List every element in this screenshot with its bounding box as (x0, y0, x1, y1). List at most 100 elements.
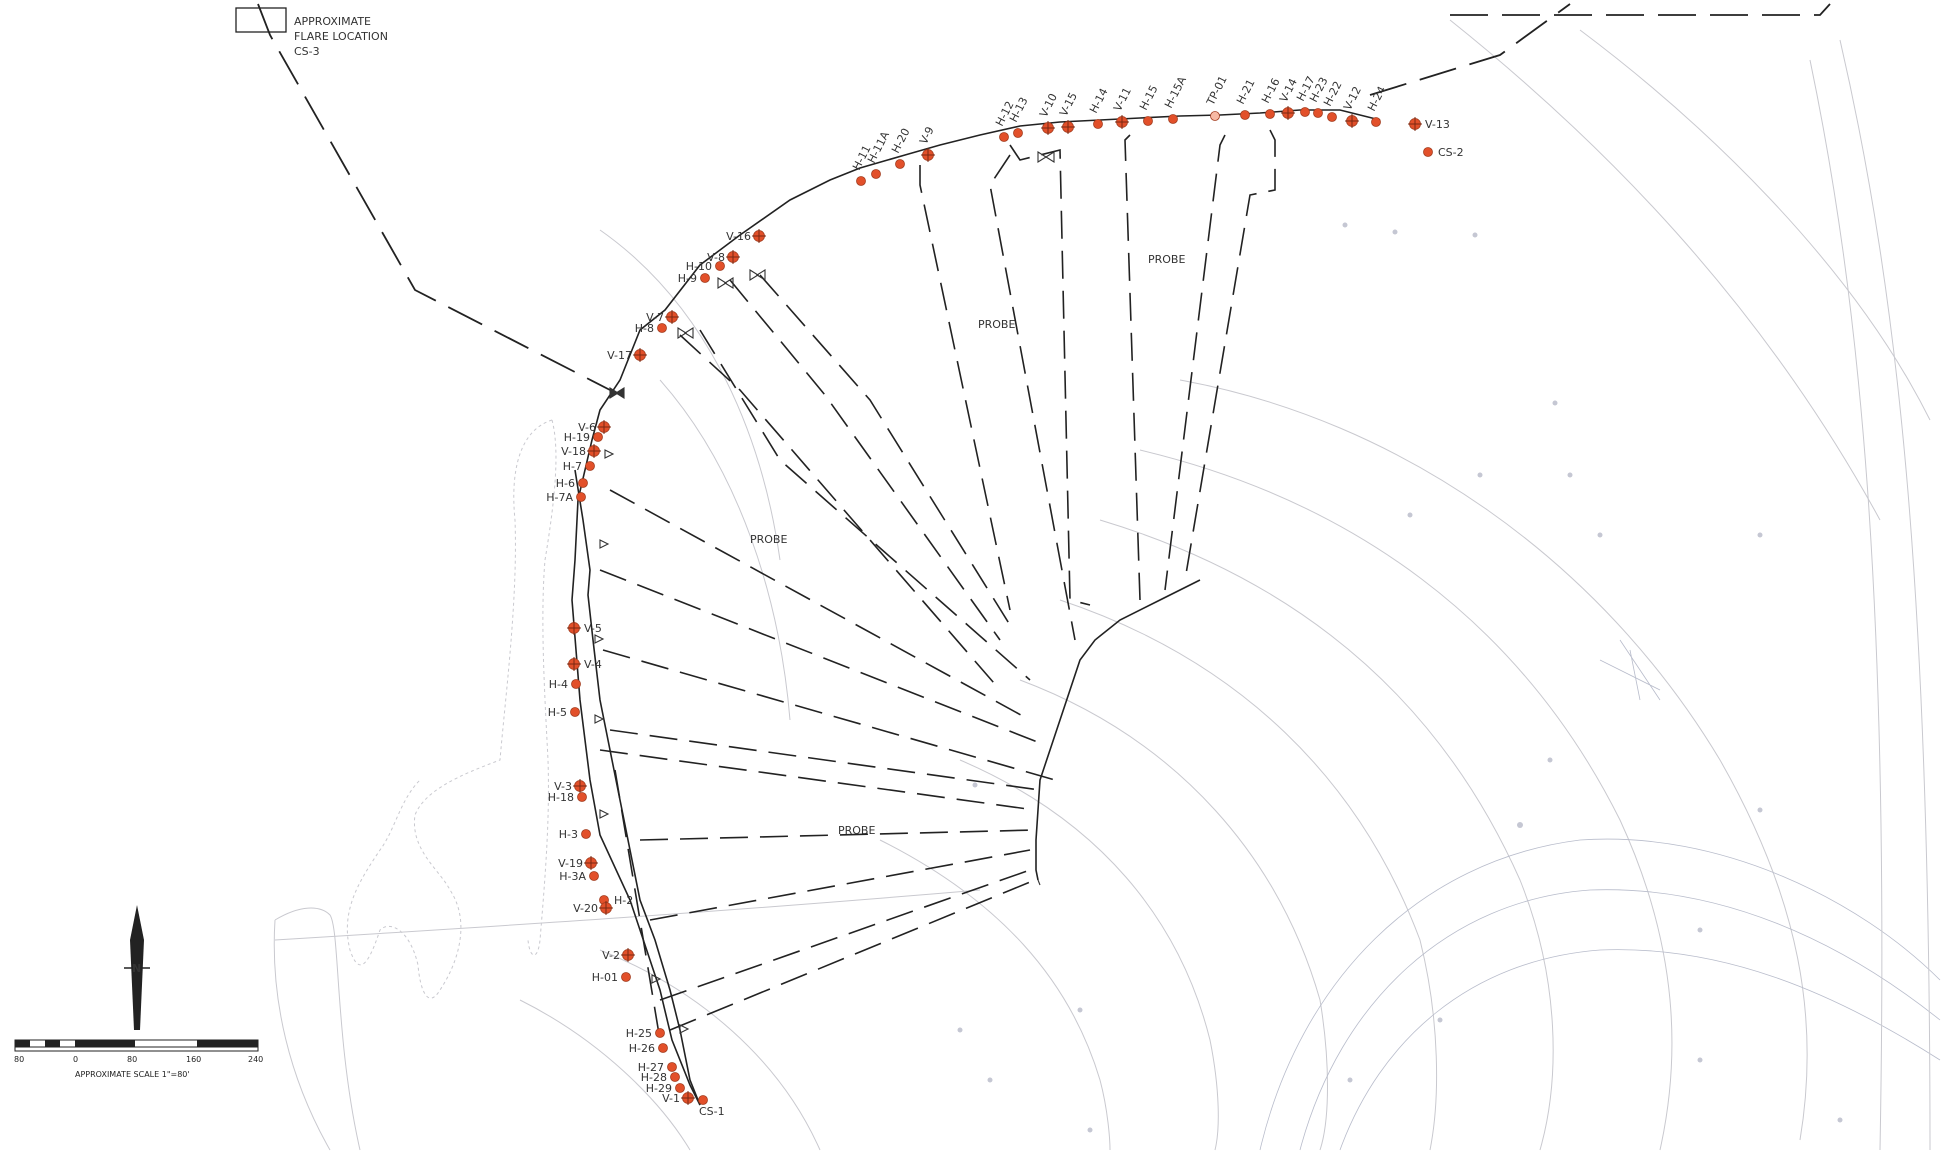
well-marker-icon (1013, 128, 1023, 138)
flare-label-2: FLARE LOCATION (294, 30, 388, 43)
north-arrow: N (124, 905, 150, 1030)
point-label: H-13 (1007, 95, 1031, 124)
probe-label-4: PROBE (838, 824, 875, 837)
point-label: V-13 (1425, 118, 1450, 131)
well-marker-icon (585, 461, 595, 471)
point-label: CS-2 (1438, 146, 1464, 159)
point-label: V-19 (558, 857, 583, 870)
point-h-19: H-19 (564, 431, 603, 444)
point-label: V-6 (578, 421, 596, 434)
probe-cross-icon (681, 1091, 695, 1105)
point-h-9: H-9 (678, 272, 710, 285)
point-h-3: H-3 (559, 828, 591, 841)
well-marker-icon (589, 871, 599, 881)
probe-cross-icon (567, 621, 581, 635)
flare-box (235, 7, 287, 33)
point-v-2: V-2 (602, 948, 635, 962)
well-marker-icon (657, 323, 667, 333)
probe-cross-icon (1115, 115, 1129, 129)
point-label: V-3 (554, 780, 572, 793)
probe-cross-icon (1061, 120, 1075, 134)
point-h-20: H-20 (889, 126, 913, 169)
point-cs-2: CS-2 (1423, 146, 1464, 159)
point-h-28: H-28 (641, 1071, 680, 1084)
point-label: H-14 (1087, 86, 1111, 115)
well-marker-icon (698, 1095, 708, 1105)
probe-cross-icon (1345, 114, 1359, 128)
point-v-20: V-20 (573, 901, 613, 915)
point-label: H-18 (548, 791, 574, 804)
lateral-lines (599, 129, 1276, 1041)
point-label: H-16 (1259, 76, 1283, 105)
well-marker-icon (655, 1028, 665, 1038)
point-label: H-28 (641, 1071, 667, 1084)
well-marker-icon (621, 972, 631, 982)
point-v-9: V-9 (917, 125, 937, 162)
point-label: V-9 (917, 125, 937, 147)
point-label: H-01 (592, 971, 618, 984)
point-label: H-7A (546, 491, 573, 504)
probe-label-3: PROBE (750, 533, 787, 546)
point-v-4: V-4 (567, 657, 602, 671)
point-h-10: H-10 (686, 260, 725, 273)
point-h-8: H-8 (635, 322, 667, 335)
point-v-11: V-11 (1111, 85, 1134, 129)
probe-cross-icon (665, 310, 679, 324)
point-label: H-9 (678, 272, 697, 285)
flare-label-3: CS-3 (294, 45, 320, 58)
well-marker-icon (675, 1083, 685, 1093)
well-marker-icon (581, 829, 591, 839)
point-label: H-29 (646, 1082, 672, 1095)
point-label: V-12 (1341, 84, 1364, 112)
probe-cross-icon (1281, 106, 1295, 120)
point-h-26: H-26 (629, 1042, 668, 1055)
well-marker-icon (1168, 114, 1178, 124)
well-marker-icon (1240, 110, 1250, 120)
well-marker-icon (571, 679, 581, 689)
probe-cross-icon (597, 420, 611, 434)
probe-cross-icon (567, 657, 581, 671)
well-marker-icon (1313, 108, 1323, 118)
point-label: H-21 (1234, 77, 1258, 106)
well-marker-icon (1265, 109, 1275, 119)
point-v-5: V-5 (567, 621, 602, 635)
point-label: H-20 (889, 126, 913, 155)
point-label: H-5 (548, 706, 567, 719)
probe-cross-icon (621, 948, 635, 962)
point-v-7: V-7 (646, 310, 679, 324)
point-label: H-4 (549, 678, 568, 691)
point-label: H-6 (556, 477, 575, 490)
probe-label-1: PROBE (978, 318, 1015, 331)
point-label: H-15 (1137, 83, 1161, 112)
point-h-14: H-14 (1087, 86, 1111, 129)
point-label: V-16 (726, 230, 751, 243)
point-label: H-3 (559, 828, 578, 841)
scale-bar: 80 0 80 160 240 APPROXIMATE SCALE 1"=80' (14, 1039, 263, 1079)
well-marker-icon (700, 273, 710, 283)
point-tp-01: TP-01 (1204, 74, 1230, 121)
point-label: H-7 (563, 460, 582, 473)
well-marker-icon (1143, 116, 1153, 126)
well-marker-icon (578, 478, 588, 488)
scale-caption: APPROXIMATE SCALE 1"=80' (75, 1070, 190, 1079)
well-marker-icon (1327, 112, 1337, 122)
point-v-18: V-18 (561, 444, 601, 458)
point-label: V-15 (1057, 90, 1080, 118)
point-v-6: V-6 (578, 420, 611, 434)
point-label: H-3A (559, 870, 586, 883)
point-label: H-8 (635, 322, 654, 335)
collection-header (571, 109, 1381, 1106)
point-label: V-2 (602, 949, 620, 962)
probe-cross-icon (599, 901, 613, 915)
well-marker-icon (1423, 147, 1433, 157)
well-marker-icon (570, 707, 580, 717)
point-label: H-15A (1162, 74, 1189, 110)
point-h-25: H-25 (626, 1027, 665, 1040)
point-h-11a: H-11A (865, 129, 892, 179)
probe-cross-icon (1041, 121, 1055, 135)
well-marker-icon (576, 492, 586, 502)
scale-tick-3: 80 (127, 1055, 137, 1064)
well-marker-icon (871, 169, 881, 179)
scale-tick-2: 0 (73, 1055, 78, 1064)
point-h-01: H-01 (592, 971, 631, 984)
